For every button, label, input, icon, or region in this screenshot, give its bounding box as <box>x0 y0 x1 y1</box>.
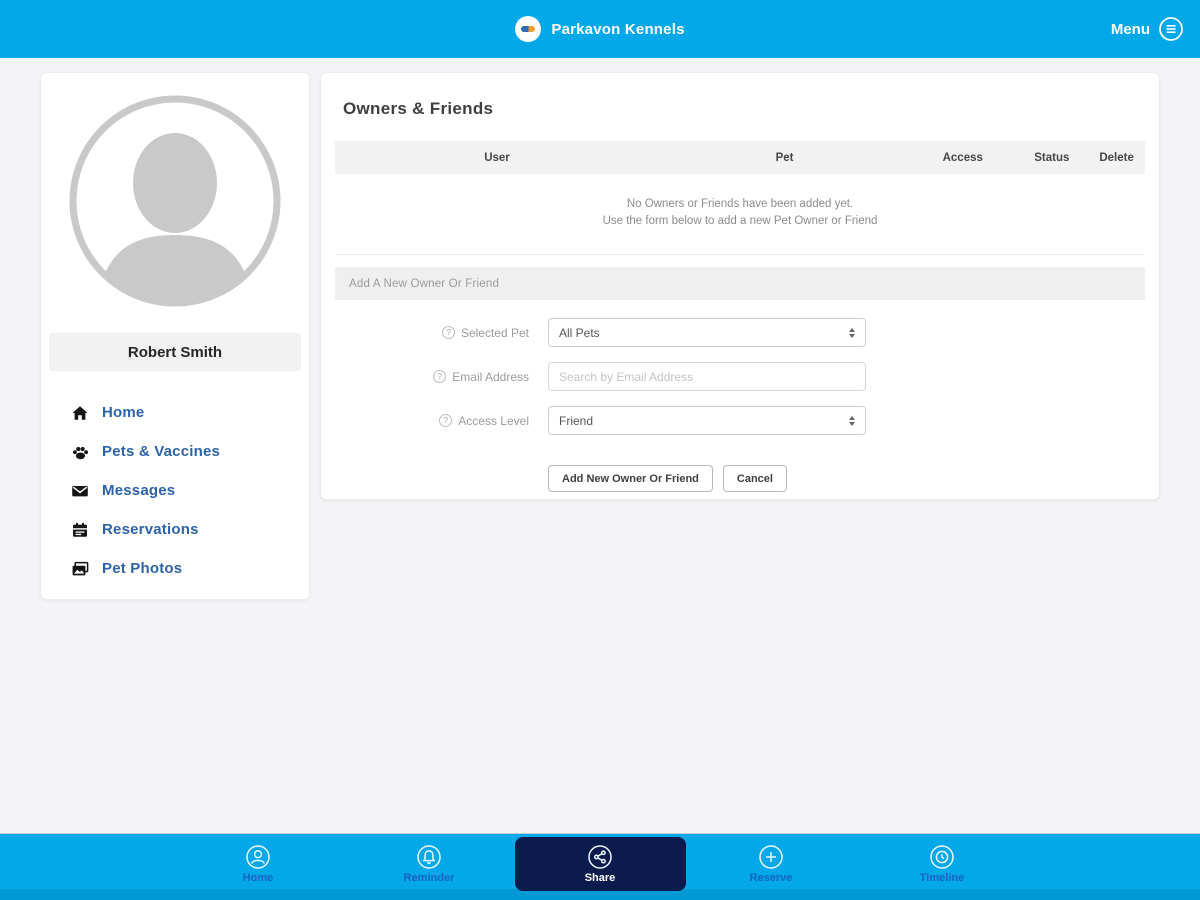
help-circle-icon[interactable] <box>441 326 455 339</box>
profile-sidebar: Robert Smith Home <box>40 72 310 600</box>
top-header: Parkavon Kennels Menu <box>0 0 1200 58</box>
plus-circle-icon <box>758 844 784 870</box>
cancel-button[interactable]: Cancel <box>722 465 787 492</box>
bottom-nav-label: Reminder <box>403 872 455 884</box>
bottom-nav-timeline[interactable]: Timeline <box>857 837 1028 891</box>
bottom-nav-home[interactable]: Home <box>173 837 344 891</box>
selected-pet-label-group: Selected Pet <box>321 326 529 340</box>
email-label-group: Email Address <box>321 370 529 384</box>
bottom-nav-reserve[interactable]: Reserve <box>686 837 857 891</box>
sidebar-item-label: Pet Photos <box>102 560 183 577</box>
access-level-select[interactable]: Friend <box>548 406 866 435</box>
email-label: Email Address <box>452 369 529 384</box>
email-search-input[interactable] <box>548 362 866 391</box>
column-header-status: Status <box>1034 151 1070 164</box>
help-circle-icon[interactable] <box>433 370 447 383</box>
menu-label: Menu <box>1110 20 1150 38</box>
help-circle-icon[interactable] <box>439 414 453 427</box>
owners-friends-panel: Owners & Friends User Pet Access Status … <box>320 72 1160 500</box>
column-header-pet: Pet <box>775 151 794 164</box>
bottom-nav-label: Reserve <box>749 872 793 884</box>
paw-icon <box>71 443 89 461</box>
selected-pet-value: All Pets <box>559 325 600 340</box>
clock-circle-icon <box>929 844 955 870</box>
access-level-row: Access Level Friend <box>321 406 1159 435</box>
add-owner-form: Selected Pet All Pets Email Address <box>321 318 1159 492</box>
column-header-delete: Delete <box>1099 151 1134 164</box>
selected-pet-select[interactable]: All Pets <box>548 318 866 347</box>
access-level-label: Access Level <box>458 413 529 428</box>
bottom-nav-label: Home <box>242 872 274 884</box>
sidebar-item-label: Home <box>102 404 145 421</box>
column-header-user: User <box>484 151 510 164</box>
sidebar-item-pet-photos[interactable]: Pet Photos <box>41 549 309 588</box>
brand[interactable]: Parkavon Kennels <box>515 16 684 42</box>
bottom-nav-label: Share <box>584 872 616 884</box>
add-owner-button[interactable]: Add New Owner Or Friend <box>548 465 713 492</box>
column-header-access: Access <box>942 151 983 164</box>
user-name: Robert Smith <box>49 333 301 371</box>
brand-logo-icon <box>515 16 542 42</box>
menu-button[interactable]: Menu <box>1111 0 1184 58</box>
selected-pet-row: Selected Pet All Pets <box>321 318 1159 347</box>
share-circle-icon <box>587 844 613 870</box>
bottom-nav-label: Timeline <box>919 872 965 884</box>
table-header-row: User Pet Access Status Delete <box>335 141 1145 174</box>
calendar-icon <box>71 521 89 539</box>
sidebar-nav: Home Pets & Vaccines <box>41 393 309 588</box>
access-level-value: Friend <box>559 413 594 428</box>
sidebar-item-label: Pets & Vaccines <box>102 443 221 460</box>
brand-name: Parkavon Kennels <box>551 20 685 38</box>
photos-icon <box>71 560 89 578</box>
select-arrows-icon <box>849 415 855 426</box>
sidebar-item-label: Reservations <box>102 521 199 538</box>
empty-state-line2: Use the form below to add a new Pet Owne… <box>602 215 878 227</box>
hamburger-circle-icon <box>1158 16 1184 42</box>
sidebar-item-pets-vaccines[interactable]: Pets & Vaccines <box>41 432 309 471</box>
bell-circle-icon <box>416 844 442 870</box>
selected-pet-label: Selected Pet <box>460 325 529 340</box>
home-icon <box>71 404 89 422</box>
envelope-icon <box>71 482 89 500</box>
person-circle-icon <box>245 844 271 870</box>
page-title: Owners & Friends <box>343 99 494 118</box>
add-owner-section-header: Add A New Owner Or Friend <box>335 267 1145 300</box>
sidebar-item-reservations[interactable]: Reservations <box>41 510 309 549</box>
select-arrows-icon <box>849 327 855 338</box>
empty-state-line1: No Owners or Friends have been added yet… <box>626 198 854 210</box>
bottom-nav-reminder[interactable]: Reminder <box>344 837 515 891</box>
sidebar-item-home[interactable]: Home <box>41 393 309 432</box>
sidebar-item-label: Messages <box>102 482 176 499</box>
sidebar-item-messages[interactable]: Messages <box>41 471 309 510</box>
email-address-row: Email Address <box>321 362 1159 391</box>
avatar <box>41 95 309 307</box>
access-label-group: Access Level <box>321 414 529 428</box>
empty-state: No Owners or Friends have been added yet… <box>335 174 1145 255</box>
form-buttons: Add New Owner Or Friend Cancel <box>548 465 1159 492</box>
bottom-nav: Home Reminder <box>0 833 1200 900</box>
bottom-nav-share[interactable]: Share <box>514 837 686 891</box>
